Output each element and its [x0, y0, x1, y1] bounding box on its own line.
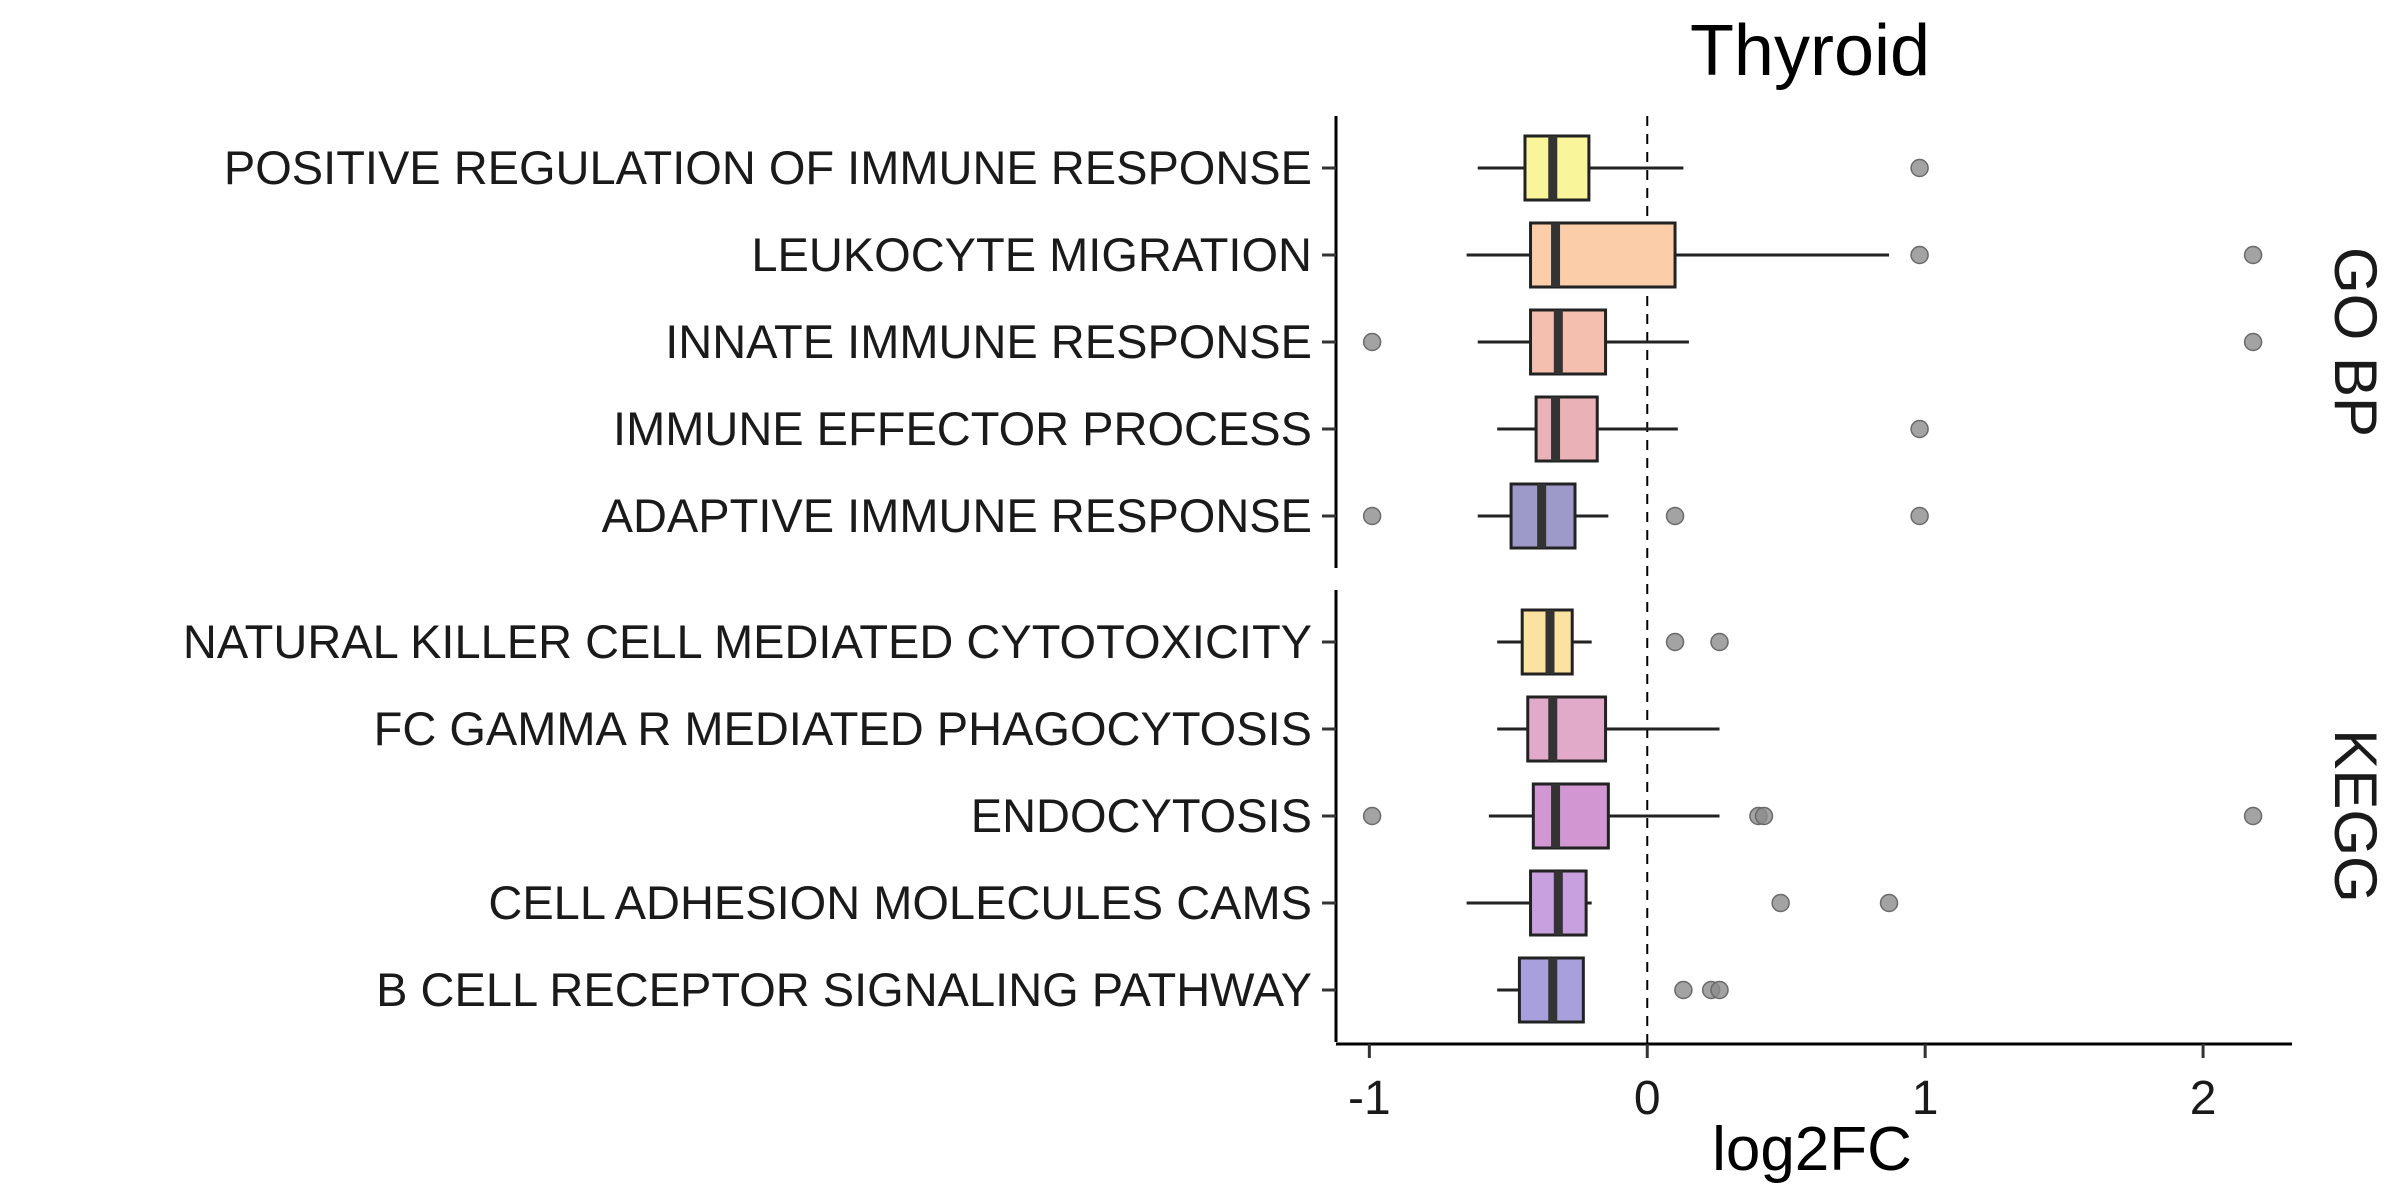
x-tick-label: 0 [1634, 1072, 1661, 1125]
category-label: CELL ADHESION MOLECULES CAMS [488, 876, 1312, 929]
outlier-point [1879, 893, 1899, 913]
outlier-point [1665, 632, 1685, 652]
x-tick-label: 1 [1912, 1072, 1939, 1125]
outlier-point [1910, 245, 1929, 265]
box-iqr [1529, 308, 1608, 376]
box-iqr [1534, 395, 1599, 463]
outlier-point [1771, 893, 1790, 913]
chart-title: Thyroid [1690, 11, 1930, 91]
facet-strip-label: GO BP [2322, 247, 2389, 437]
outlier-point [1754, 806, 1774, 826]
outlier-point [2243, 806, 2263, 826]
category-label: POSITIVE REGULATION OF IMMUNE RESPONSE [224, 141, 1312, 194]
outlier-point [1362, 332, 1382, 352]
category-label: ENDOCYTOSIS [971, 789, 1312, 842]
outlier-point [1710, 632, 1729, 652]
category-label: LEUKOCYTE MIGRATION [751, 228, 1312, 281]
box-iqr [1531, 782, 1610, 850]
category-label: FC GAMMA R MEDIATED PHAGOCYTOSIS [374, 702, 1312, 755]
category-label: ADAPTIVE IMMUNE RESPONSE [602, 489, 1312, 542]
outlier-point [1710, 980, 1729, 1000]
category-label: IMMUNE EFFECTOR PROCESS [613, 402, 1312, 455]
outlier-point [1910, 419, 1929, 439]
x-axis-title: log2FC [1712, 1115, 1912, 1184]
category-label: NATURAL KILLER CELL MEDIATED CYTOTOXICIT… [183, 615, 1312, 668]
plot-area: POSITIVE REGULATION OF IMMUNE RESPONSE LE… [183, 116, 2389, 1125]
outlier-point [1910, 158, 1929, 178]
outlier-point [1910, 506, 1929, 526]
x-tick-label: 2 [2190, 1072, 2217, 1125]
outlier-point [1674, 980, 1693, 1000]
box-iqr [1526, 695, 1608, 763]
outlier-point [1362, 506, 1382, 526]
category-label: B CELL RECEPTOR SIGNALING PATHWAY [376, 963, 1312, 1016]
category-label: INNATE IMMUNE RESPONSE [665, 315, 1312, 368]
outlier-point [1362, 806, 1382, 826]
outlier-point [2243, 332, 2263, 352]
outlier-point [1665, 506, 1685, 526]
outlier-point [2243, 245, 2263, 265]
x-tick-label: -1 [1348, 1072, 1391, 1125]
facet-strip-label: KEGG [2322, 729, 2389, 902]
